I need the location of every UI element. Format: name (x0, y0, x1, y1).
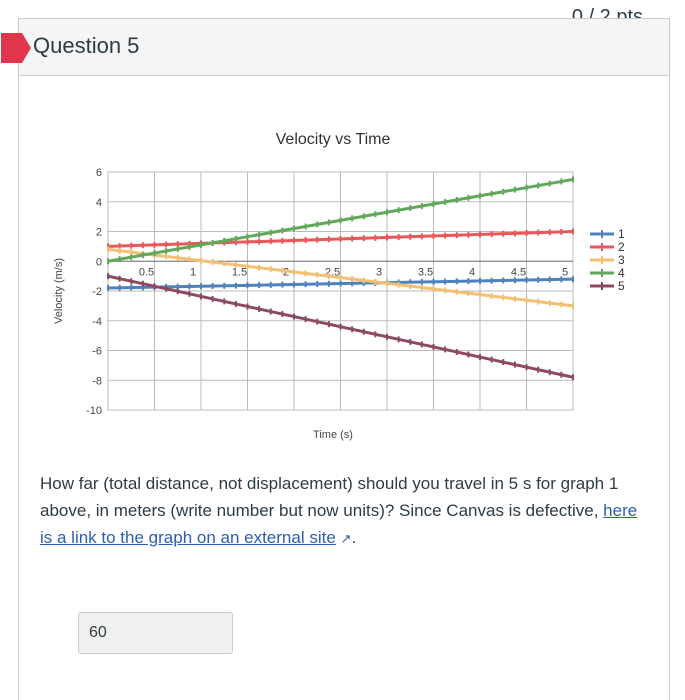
y-tick-label: 6 (96, 167, 102, 179)
legend-label-1: 1 (618, 227, 625, 241)
x-tick-label: 3 (376, 266, 382, 278)
x-tick-label: 4 (469, 266, 475, 278)
x-tick-label: 5 (562, 266, 568, 278)
y-tick-label: -10 (86, 405, 102, 417)
velocity-chart: Velocity vs Time 6 4 2 0 -2 -4 -6 -8 -10 0.5 1 1.5 2 2… (48, 112, 648, 457)
x-tick-label: 1 (190, 266, 196, 278)
flag-icon[interactable] (1, 33, 31, 63)
legend-label-4: 4 (618, 266, 625, 280)
x-tick-label: 4.5 (511, 266, 526, 278)
external-link-icon[interactable]: ↗ (340, 531, 352, 546)
question-text-before-link: How far (total distance, not displacemen… (40, 474, 619, 520)
y-tick-label: -4 (92, 316, 102, 328)
answer-input[interactable] (78, 612, 233, 654)
legend-label-5: 5 (618, 279, 625, 293)
y-tick-label: 2 (96, 227, 102, 239)
y-axis-label: Velocity (m/s) (53, 258, 65, 324)
x-tick-label: 3.5 (418, 266, 433, 278)
question-title: Question 5 (33, 33, 140, 58)
question-text: How far (total distance, not displacemen… (40, 470, 640, 552)
x-tick-label: 1.5 (232, 266, 247, 278)
y-tick-label: -8 (92, 375, 102, 387)
y-tick-label: -6 (92, 346, 102, 358)
question-body (18, 76, 670, 700)
question-header: Question 5 (1, 18, 670, 76)
legend-label-2: 2 (618, 240, 625, 254)
question-text-after-link: . (351, 528, 357, 547)
y-tick-label: -2 (92, 286, 102, 298)
external-graph-link[interactable]: here is a link to the graph on an extern… (40, 501, 638, 547)
legend-label-3: 3 (618, 253, 625, 267)
y-tick-label: 0 (96, 256, 102, 268)
chart-title: Velocity vs Time (276, 131, 391, 148)
x-axis-label: Time (s) (313, 429, 353, 441)
x-tick-label: 0.5 (139, 266, 154, 278)
y-tick-label: 4 (96, 197, 102, 209)
